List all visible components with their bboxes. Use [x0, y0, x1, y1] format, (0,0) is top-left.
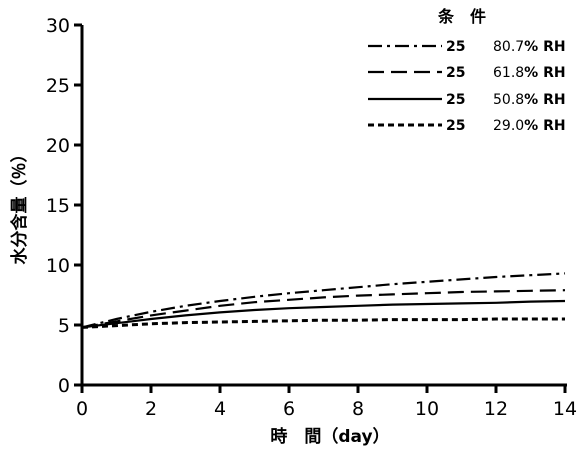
y-tick-label: 10 — [46, 255, 70, 277]
legend-temp: 25 — [446, 92, 465, 108]
axes: 0 5 10 15 20 25 30 0 2 4 6 8 10 12 14 — [46, 15, 577, 420]
x-axis-label: 時 間（day） — [270, 426, 389, 447]
x-tick-label: 4 — [214, 398, 226, 420]
x-tick-label: 12 — [484, 398, 508, 420]
legend-temp: 25 — [446, 118, 465, 134]
legend-rh: 80.7% RH — [493, 39, 566, 55]
legend-rh: 29.0% RH — [493, 118, 566, 134]
series-lines — [81, 272, 566, 329]
legend: 条 件 25 80.7% RH 25 61.8% RH 25 50.8% RH 25 29.0%… — [368, 7, 566, 134]
y-tick-label: 0 — [58, 375, 70, 397]
x-tick-label: 6 — [283, 398, 295, 420]
x-tick-label: 8 — [352, 398, 364, 420]
y-tick-label: 25 — [46, 75, 70, 97]
series-line-80-7 — [81, 272, 566, 329]
series-line-61-8 — [81, 289, 566, 329]
legend-temp: 25 — [446, 39, 465, 55]
y-tick-label: 5 — [58, 315, 70, 337]
y-tick-label: 20 — [46, 135, 70, 157]
legend-temp: 25 — [446, 65, 465, 81]
x-tick-label: 0 — [76, 398, 88, 420]
y-tick-label: 15 — [46, 195, 70, 217]
y-axis-label: 水分含量（％） — [9, 146, 30, 265]
series-line-50-8 — [81, 299, 566, 329]
legend-title: 条 件 — [437, 7, 486, 26]
x-tick-label: 2 — [145, 398, 157, 420]
x-tick-label: 14 — [553, 398, 577, 420]
y-tick-label: 30 — [46, 15, 70, 37]
legend-rh: 50.8% RH — [493, 92, 566, 108]
legend-rh: 61.8% RH — [493, 65, 566, 81]
series-line-29-0 — [81, 317, 565, 329]
x-tick-label: 10 — [415, 398, 439, 420]
